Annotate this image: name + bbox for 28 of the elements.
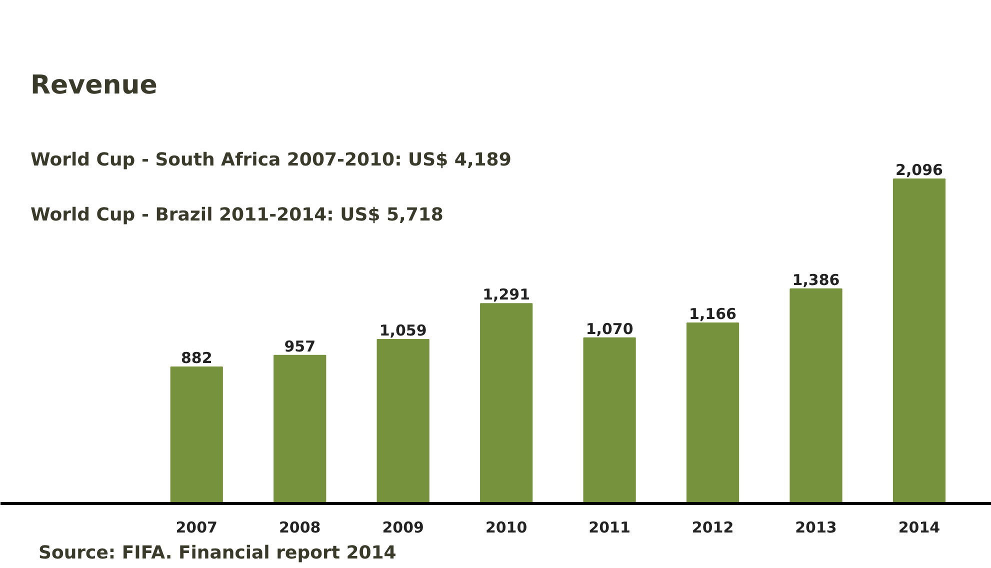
bar (686, 322, 740, 504)
data-label: 882 (180, 348, 212, 367)
bar (170, 366, 223, 504)
x-tick-label: 2009 (382, 518, 424, 536)
bar (892, 178, 946, 504)
data-label: 1,291 (482, 286, 530, 304)
bar (376, 339, 430, 504)
data-label: 1,070 (586, 320, 634, 338)
x-tick-label: 2007 (176, 518, 218, 536)
data-label: 957 (284, 337, 316, 356)
bar (790, 288, 842, 504)
x-tick-label: 2012 (692, 518, 734, 536)
data-label: 1,386 (792, 270, 840, 289)
x-tick-label: 2008 (278, 518, 321, 536)
x-tick-label: 2011 (588, 518, 630, 536)
annotation: World Cup - Brazil 2011-2014: US$ 5,718 (30, 204, 444, 226)
text: World Cup - South Africa 2007-2010: US$ 4,189 (30, 150, 512, 170)
chart-title: Revenue (30, 70, 158, 100)
bar (480, 303, 533, 504)
source-note: Source: FIFA. Financial report 2014 (38, 542, 396, 564)
bar (274, 354, 326, 504)
bar (583, 337, 636, 504)
x-tick-label: 2010 (485, 518, 528, 536)
data-label: 1,059 (379, 322, 427, 340)
x-tick-label: 2014 (898, 518, 940, 536)
x-tick-label: 2013 (795, 518, 837, 536)
data-label: 1,166 (689, 304, 737, 323)
data-label: 2,096 (896, 160, 943, 179)
